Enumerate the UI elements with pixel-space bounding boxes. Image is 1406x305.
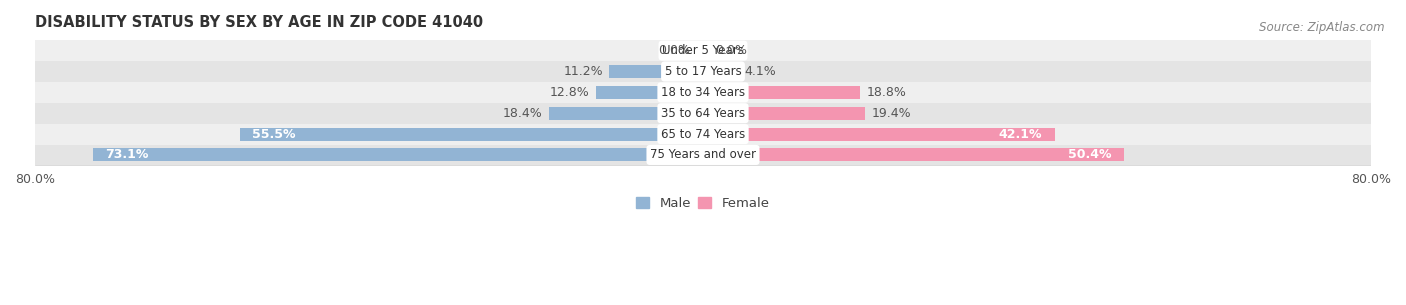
Bar <box>35 40 1371 61</box>
Text: 4.1%: 4.1% <box>744 65 776 78</box>
Text: 12.8%: 12.8% <box>550 86 589 99</box>
Bar <box>703 107 865 120</box>
Bar <box>93 149 703 161</box>
Text: 75 Years and over: 75 Years and over <box>650 149 756 161</box>
Bar <box>703 127 1054 141</box>
Legend: Male, Female: Male, Female <box>631 192 775 215</box>
Text: DISABILITY STATUS BY SEX BY AGE IN ZIP CODE 41040: DISABILITY STATUS BY SEX BY AGE IN ZIP C… <box>35 15 484 30</box>
Text: 55.5%: 55.5% <box>252 127 295 141</box>
Bar <box>703 149 1123 161</box>
Text: 11.2%: 11.2% <box>564 65 603 78</box>
Bar <box>596 86 703 99</box>
Text: Source: ZipAtlas.com: Source: ZipAtlas.com <box>1260 21 1385 34</box>
Bar <box>703 65 737 78</box>
Bar <box>239 127 703 141</box>
Text: 35 to 64 Years: 35 to 64 Years <box>661 107 745 120</box>
Text: 18 to 34 Years: 18 to 34 Years <box>661 86 745 99</box>
Bar <box>35 124 1371 145</box>
Bar <box>703 86 860 99</box>
Bar <box>35 61 1371 82</box>
Text: 0.0%: 0.0% <box>658 44 690 57</box>
Bar <box>609 65 703 78</box>
Text: 50.4%: 50.4% <box>1067 149 1111 161</box>
Text: 5 to 17 Years: 5 to 17 Years <box>665 65 741 78</box>
Bar <box>550 107 703 120</box>
Text: 73.1%: 73.1% <box>105 149 149 161</box>
Text: 42.1%: 42.1% <box>998 127 1042 141</box>
Text: Under 5 Years: Under 5 Years <box>662 44 744 57</box>
Text: 0.0%: 0.0% <box>716 44 748 57</box>
Bar <box>35 103 1371 124</box>
Text: 19.4%: 19.4% <box>872 107 911 120</box>
Bar <box>35 82 1371 103</box>
Text: 18.4%: 18.4% <box>503 107 543 120</box>
Text: 18.8%: 18.8% <box>866 86 907 99</box>
Text: 65 to 74 Years: 65 to 74 Years <box>661 127 745 141</box>
Bar <box>35 145 1371 165</box>
